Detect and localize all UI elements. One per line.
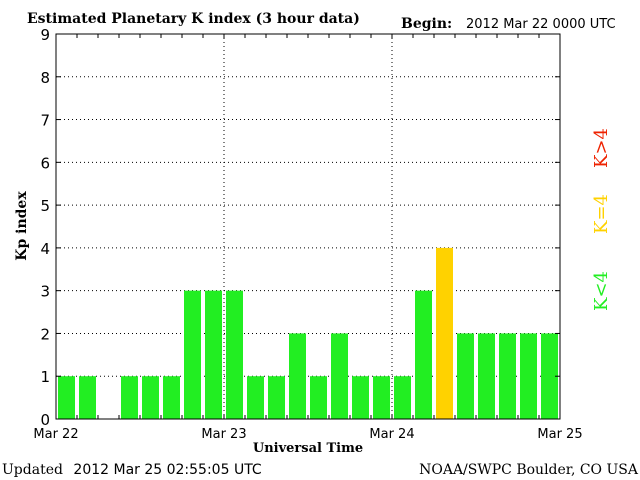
kp-bar (331, 333, 348, 419)
kp-bar (310, 376, 327, 419)
kp-bar (184, 290, 201, 419)
updated-value: 2012 Mar 25 02:55:05 UTC (73, 462, 262, 478)
y-axis-label: Kp index (14, 191, 30, 261)
credit: NOAA/SWPC Boulder, CO USA (419, 462, 639, 478)
y-tick-label: 8 (40, 69, 50, 87)
kp-bar (436, 247, 453, 419)
updated-label-text: Updated (2, 462, 63, 478)
x-ticks: Mar 22 Mar 23 Mar 24 Mar 25 (33, 34, 583, 442)
y-tick-label: 5 (40, 197, 50, 215)
grid (56, 34, 560, 419)
legend-k-eq-4: K=4 (591, 194, 612, 234)
y-tick-label: 1 (40, 368, 50, 386)
legend-k-lt-4: K<4 (591, 271, 612, 311)
x-tick-label: Mar 23 (201, 427, 246, 442)
kp-bar (478, 333, 495, 419)
legend-k-gt-4: K>4 (591, 128, 612, 168)
kp-bar (205, 290, 222, 419)
kp-bar (79, 376, 96, 419)
kp-bar (415, 290, 432, 419)
bars (58, 247, 558, 419)
y-tick-label: 7 (40, 112, 50, 130)
y-tick-label: 3 (40, 283, 50, 301)
kp-bar (268, 376, 285, 419)
y-tick-label: 9 (40, 26, 50, 44)
x-axis-label: Universal Time (253, 441, 363, 456)
y-tick-label: 2 (40, 325, 50, 343)
y-tick-label: 6 (40, 154, 50, 172)
chart-title: Estimated Planetary K index (3 hour data… (27, 11, 360, 27)
kp-bar (142, 376, 159, 419)
x-tick-label: Mar 25 (537, 427, 582, 442)
kp-bar (247, 376, 264, 419)
x-tick-label: Mar 22 (33, 427, 78, 442)
begin-value: 2012 Mar 22 0000 UTC (466, 17, 616, 32)
x-tick-label: Mar 24 (369, 427, 414, 442)
kp-bar (163, 376, 180, 419)
kp-bar (352, 376, 369, 419)
kp-bar (394, 376, 411, 419)
y-tick-label: 0 (40, 411, 50, 429)
kp-bar (541, 333, 558, 419)
kp-bar (289, 333, 306, 419)
begin-label: Begin: (401, 16, 452, 32)
y-ticks: 0 1 2 3 4 5 6 7 8 9 (40, 26, 560, 429)
kp-bar (121, 376, 138, 419)
kp-bar (373, 376, 390, 419)
kp-bar (499, 333, 516, 419)
kp-bar (226, 290, 243, 419)
kp-bar (58, 376, 75, 419)
plot-area (56, 34, 560, 419)
y-tick-label: 4 (40, 240, 50, 258)
kp-bar (520, 333, 537, 419)
kp-bar (457, 333, 474, 419)
updated-label: Updated 2012 Mar 25 02:55:05 UTC (2, 462, 262, 478)
